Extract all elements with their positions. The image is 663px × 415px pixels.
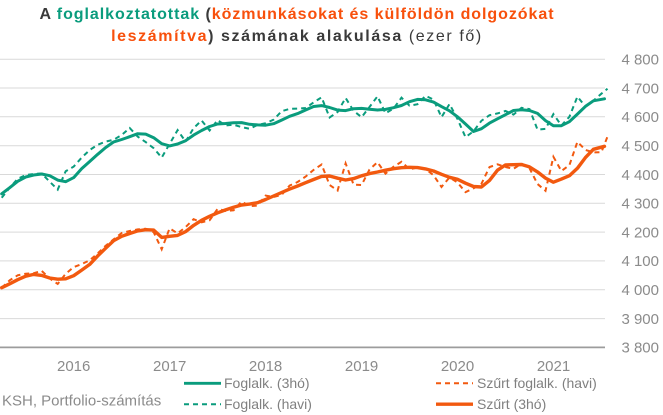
svg-text:3 800: 3 800 bbox=[621, 340, 659, 357]
svg-text:3 900: 3 900 bbox=[621, 311, 659, 328]
svg-text:4 800: 4 800 bbox=[621, 52, 659, 69]
svg-text:KSH, Portfolio-számítás: KSH, Portfolio-számítás bbox=[2, 393, 161, 410]
svg-text:2020: 2020 bbox=[441, 358, 474, 375]
svg-text:4 000: 4 000 bbox=[621, 282, 659, 299]
svg-text:Foglalk. (havi): Foglalk. (havi) bbox=[224, 396, 312, 412]
svg-text:4 100: 4 100 bbox=[621, 253, 659, 270]
svg-text:4 200: 4 200 bbox=[621, 224, 659, 241]
svg-text:4 400: 4 400 bbox=[621, 167, 659, 184]
svg-text:2016: 2016 bbox=[57, 358, 90, 375]
svg-text:2017: 2017 bbox=[153, 358, 186, 375]
svg-text:2021: 2021 bbox=[537, 358, 570, 375]
svg-text:4 600: 4 600 bbox=[621, 109, 659, 126]
svg-text:2019: 2019 bbox=[345, 358, 378, 375]
svg-text:Szűrt foglalk. (havi): Szűrt foglalk. (havi) bbox=[477, 375, 597, 391]
svg-text:4 700: 4 700 bbox=[621, 80, 659, 97]
svg-text:4 500: 4 500 bbox=[621, 138, 659, 155]
svg-text:Foglalk. (3hó): Foglalk. (3hó) bbox=[224, 375, 310, 391]
svg-text:4 300: 4 300 bbox=[621, 196, 659, 213]
svg-text:2018: 2018 bbox=[249, 358, 282, 375]
svg-text:Szűrt (3hó): Szűrt (3hó) bbox=[477, 396, 546, 412]
